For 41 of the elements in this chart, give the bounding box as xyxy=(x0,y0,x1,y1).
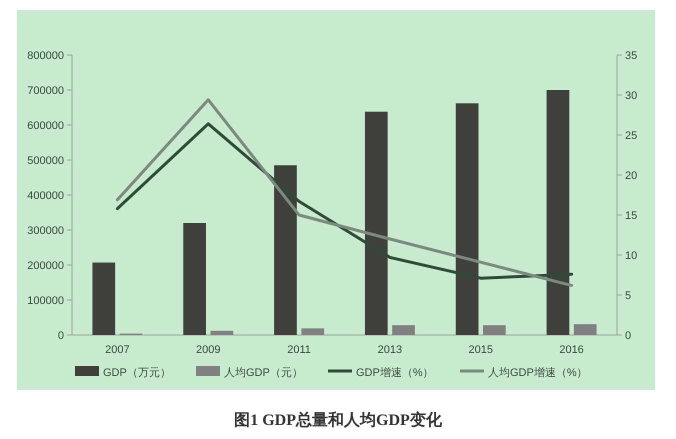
legend-label: 人均GDP（元） xyxy=(224,367,303,379)
bar xyxy=(456,103,478,335)
y-tick-label: 500000 xyxy=(27,155,64,167)
x-tick-label: 2015 xyxy=(468,344,493,356)
y2-tick-label: 20 xyxy=(625,170,638,182)
x-tick-label: 2011 xyxy=(287,344,311,356)
y2-tick-label: 10 xyxy=(625,250,638,262)
text: 图1 GDP总量和人均GDP变化 xyxy=(234,411,443,429)
line-series xyxy=(116,122,574,280)
bar xyxy=(574,324,597,335)
y2-tick-label: 35 xyxy=(625,50,638,62)
legend-label: GDP（万元） xyxy=(103,367,171,379)
legend-label: GDP增速（%） xyxy=(356,366,434,379)
bar xyxy=(546,90,570,335)
y-tick-label: 700000 xyxy=(27,85,64,97)
y-tick-label: 400000 xyxy=(27,190,64,202)
bar xyxy=(210,330,234,335)
y2-tick-label: 5 xyxy=(625,290,632,302)
bar xyxy=(364,112,388,335)
x-tick-label: 2009 xyxy=(196,344,220,356)
y-tick-label: 200000 xyxy=(27,260,64,272)
y-tick-label: 0 xyxy=(58,330,64,342)
line-series xyxy=(116,98,574,287)
y2-tick-label: 15 xyxy=(625,210,638,222)
y2-tick-label: 30 xyxy=(625,90,638,102)
bar xyxy=(92,262,116,335)
x-tick-label: 2016 xyxy=(559,344,584,356)
legend-label: 人均GDP增速（%） xyxy=(488,366,588,379)
y-tick-label: 100000 xyxy=(27,295,64,307)
bar xyxy=(301,328,324,335)
y2-tick-label: 0 xyxy=(625,330,632,342)
bar xyxy=(392,325,415,335)
y2-tick-label: 25 xyxy=(625,130,638,142)
y-tick-label: 600000 xyxy=(27,120,64,132)
bar xyxy=(183,223,206,335)
x-tick-label: 2007 xyxy=(105,344,130,356)
y-tick-label: 300000 xyxy=(27,225,64,237)
y-tick-label: 800000 xyxy=(27,50,64,62)
bar xyxy=(483,325,506,335)
bar xyxy=(274,165,297,335)
x-tick-label: 2013 xyxy=(378,344,402,356)
